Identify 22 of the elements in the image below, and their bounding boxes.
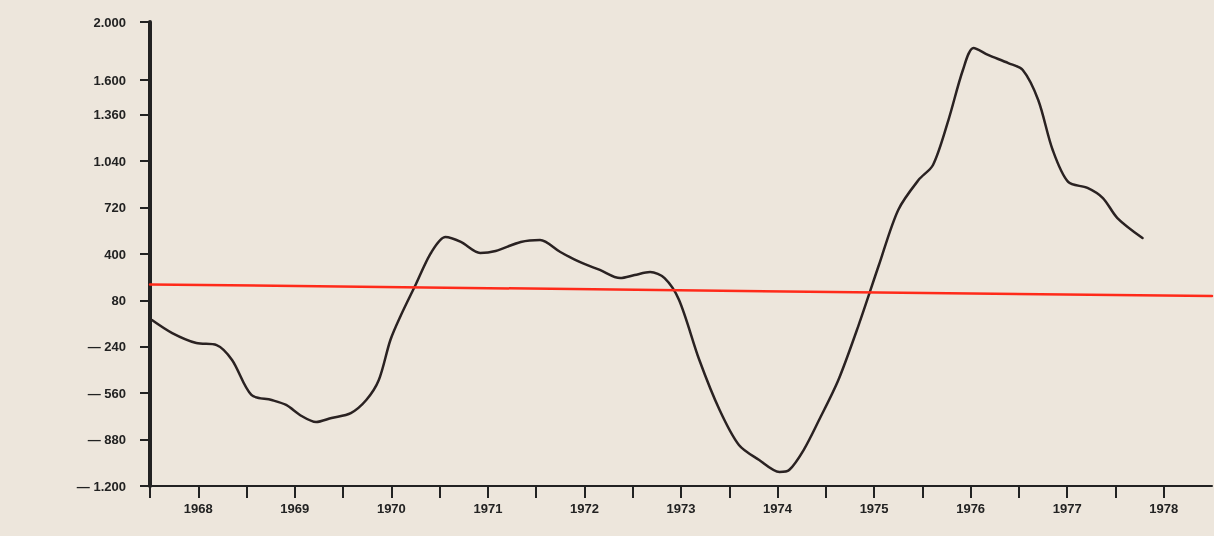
x-tick-label: 1972	[569, 501, 599, 516]
y-tick-label: — 880	[87, 432, 126, 448]
x-tick-label: 1975	[859, 501, 889, 516]
y-tick-label: 80	[111, 292, 126, 308]
y-tick-label: 400	[104, 246, 126, 262]
y-tick-label: — 1.200	[76, 478, 126, 494]
y-tick-label: — 560	[87, 385, 126, 401]
x-tick-label: 1976	[956, 501, 986, 516]
x-tick-label: 1977	[1052, 501, 1082, 516]
y-tick-label: 1.360	[93, 107, 126, 123]
x-tick-label: 1969	[280, 501, 310, 516]
x-tick-label: 1978	[1149, 501, 1179, 516]
x-tick-label: 1973	[666, 501, 696, 516]
x-tick-label: 1970	[376, 501, 406, 516]
y-tick-label: — 240	[87, 339, 126, 355]
x-tick-label: 1971	[473, 501, 503, 516]
y-tick-label: 1.600	[93, 72, 126, 88]
x-tick-label: 1974	[763, 501, 793, 516]
x-tick-label: 1968	[183, 501, 213, 516]
y-tick-label: 2.000	[93, 14, 126, 30]
y-tick-label: 720	[104, 200, 126, 216]
y-tick-label: 1.040	[93, 153, 126, 169]
